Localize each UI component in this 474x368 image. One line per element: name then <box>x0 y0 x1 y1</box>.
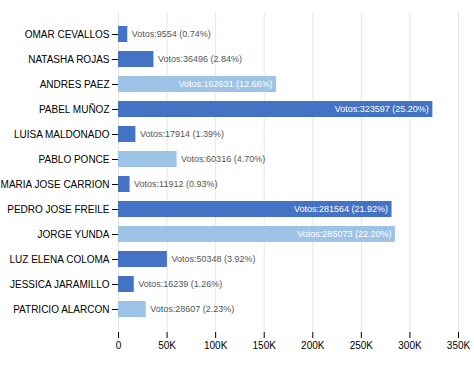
svg-text:Votos:285073 (22.20%): Votos:285073 (22.20%) <box>297 229 391 239</box>
svg-text:350K: 350K <box>447 340 471 351</box>
svg-text:JESSICA JARAMILLO: JESSICA JARAMILLO <box>10 279 110 290</box>
svg-text:100K: 100K <box>204 340 228 351</box>
svg-text:Votos:28607 (2.23%): Votos:28607 (2.23%) <box>150 304 234 314</box>
svg-text:50K: 50K <box>158 340 176 351</box>
svg-text:Votos:281564 (21.92%): Votos:281564 (21.92%) <box>294 204 388 214</box>
svg-text:OMAR CEVALLOS: OMAR CEVALLOS <box>25 29 110 40</box>
svg-text:Votos:17914 (1.39%): Votos:17914 (1.39%) <box>140 129 224 139</box>
svg-text:NATASHA ROJAS: NATASHA ROJAS <box>28 54 110 65</box>
svg-text:LUISA MALDONADO: LUISA MALDONADO <box>14 129 110 140</box>
svg-text:150K: 150K <box>253 340 277 351</box>
svg-text:LUZ ELENA COLOMA: LUZ ELENA COLOMA <box>9 254 109 265</box>
svg-text:PEDRO JOSE FREILE: PEDRO JOSE FREILE <box>7 204 110 215</box>
svg-text:250K: 250K <box>350 340 374 351</box>
svg-text:ANDRES PAEZ: ANDRES PAEZ <box>40 79 110 90</box>
svg-text:Votos:162631 (12.66%): Votos:162631 (12.66%) <box>178 79 272 89</box>
svg-text:Votos:9554 (0.74%): Votos:9554 (0.74%) <box>132 29 211 39</box>
svg-text:200K: 200K <box>301 340 325 351</box>
svg-text:Votos:16239 (1.26%): Votos:16239 (1.26%) <box>138 279 222 289</box>
svg-text:PABLO PONCE: PABLO PONCE <box>39 154 110 165</box>
svg-text:Votos:60316 (4.70%): Votos:60316 (4.70%) <box>181 154 265 164</box>
svg-text:JORGE YUNDA: JORGE YUNDA <box>37 229 109 240</box>
svg-text:Votos:323597 (25.20%): Votos:323597 (25.20%) <box>335 104 429 114</box>
svg-text:Votos:36496 (2.84%): Votos:36496 (2.84%) <box>158 54 242 64</box>
svg-text:PATRICIO ALARCON: PATRICIO ALARCON <box>13 304 109 315</box>
svg-text:Votos:11912 (0.93%): Votos:11912 (0.93%) <box>134 179 217 189</box>
svg-text:Votos:50348 (3.92%): Votos:50348 (3.92%) <box>171 254 255 264</box>
svg-text:300K: 300K <box>398 340 422 351</box>
svg-text:MARIA JOSE CARRION: MARIA JOSE CARRION <box>1 179 110 190</box>
svg-text:0: 0 <box>116 340 122 351</box>
svg-text:PABEL MUÑOZ: PABEL MUÑOZ <box>39 103 110 115</box>
